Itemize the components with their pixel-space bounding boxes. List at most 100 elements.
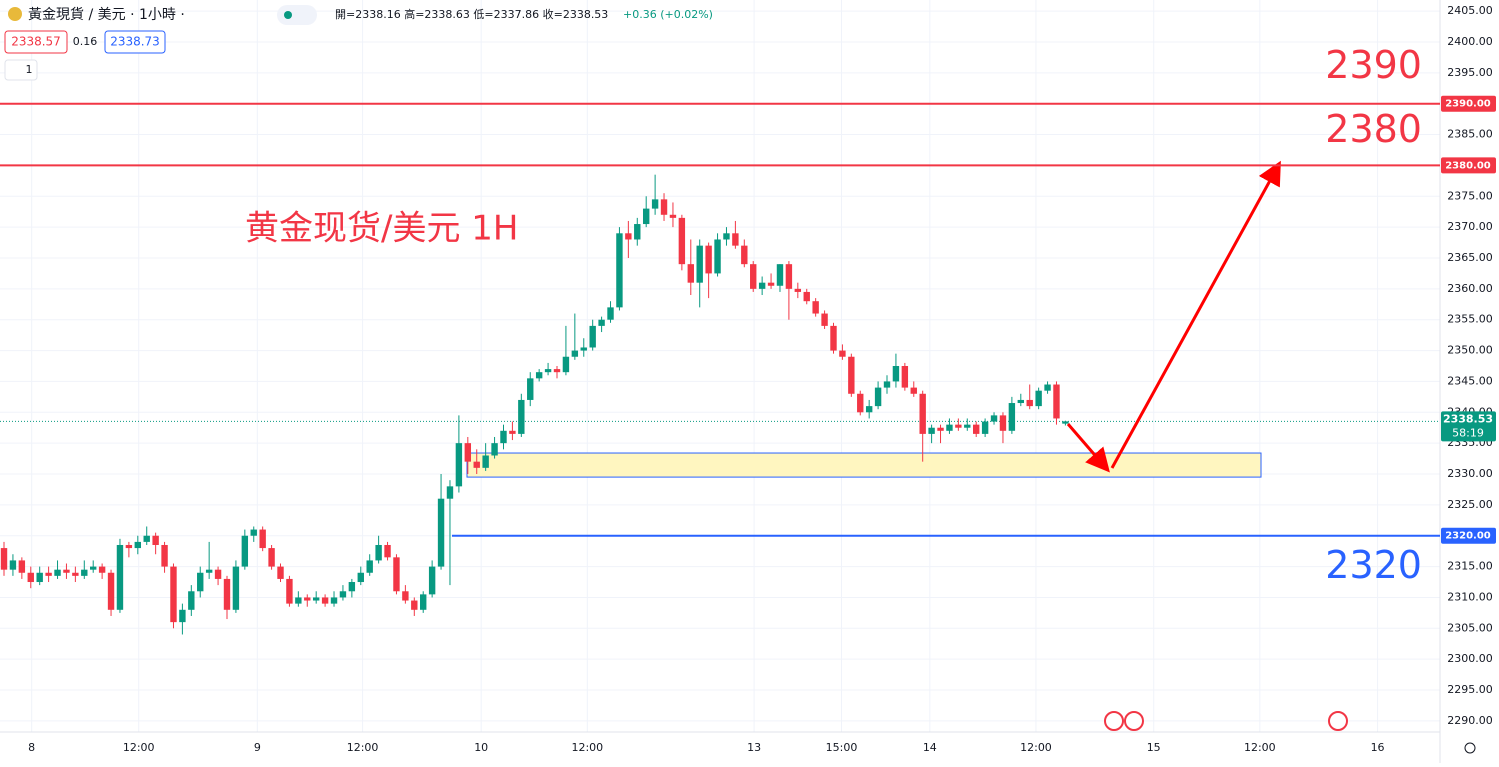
interval: 1 xyxy=(26,63,33,76)
candle-body xyxy=(571,350,579,357)
candle-body xyxy=(402,591,409,601)
x-tick-label: 8 xyxy=(28,741,35,754)
candle-body xyxy=(72,572,79,576)
candle-body xyxy=(919,393,926,434)
candle-body xyxy=(161,544,168,567)
candle-body xyxy=(598,319,605,326)
candle-body xyxy=(803,291,810,302)
candle-body xyxy=(214,569,222,579)
level-label: 2380 xyxy=(1325,107,1422,151)
event-icon[interactable] xyxy=(1124,711,1144,731)
status-dot xyxy=(284,11,292,19)
support-zone xyxy=(466,452,1262,478)
x-tick-label: 16 xyxy=(1371,741,1385,754)
ask-box[interactable] xyxy=(104,30,166,54)
candle-body xyxy=(874,387,882,407)
candle-body xyxy=(1035,390,1042,407)
candle-body xyxy=(268,548,275,567)
y-tick-label: 2350.00 xyxy=(1447,344,1493,357)
candle-body xyxy=(1044,384,1051,391)
level-badge xyxy=(1441,157,1496,174)
candle-body xyxy=(188,591,195,610)
y-tick-label: 2370.00 xyxy=(1447,220,1493,233)
candle-body xyxy=(616,233,623,308)
y-tick-label: 2315.00 xyxy=(1447,560,1493,573)
candle-body xyxy=(562,356,570,373)
candle-body xyxy=(330,597,338,604)
candle-body xyxy=(473,461,480,468)
y-tick-label: 2300.00 xyxy=(1447,652,1493,665)
candle-body xyxy=(758,282,766,289)
interval-box[interactable] xyxy=(4,59,38,81)
candle-body xyxy=(964,424,971,428)
level-axis-label: 2320.00 xyxy=(1445,531,1491,542)
change: +0.36 (+0.02%) xyxy=(623,8,713,21)
y-tick-label: 2310.00 xyxy=(1447,590,1493,603)
candle-body xyxy=(607,307,614,320)
level-axis-label: 2390.00 xyxy=(1445,99,1491,110)
symbol-icon xyxy=(8,7,22,21)
y-tick-label: 2385.00 xyxy=(1447,128,1493,141)
candle-body xyxy=(179,609,186,623)
candle-body xyxy=(535,372,543,379)
candle-body xyxy=(27,572,34,583)
candle-body xyxy=(36,572,43,583)
candle-body xyxy=(197,572,204,592)
candle-body xyxy=(767,282,775,286)
candle-body xyxy=(848,356,855,394)
candle-body xyxy=(464,443,472,462)
x-tick-label: 10 xyxy=(474,741,488,754)
candle-body xyxy=(589,325,596,348)
candle-body xyxy=(509,430,516,434)
candle-body xyxy=(366,560,373,573)
candle-body xyxy=(45,572,52,576)
candle-body xyxy=(116,544,124,610)
ohlc: 開=2338.16 高=2338.63 低=2337.86 收=2338.53 xyxy=(335,7,608,21)
candle-body xyxy=(1017,399,1024,404)
candle-body xyxy=(143,535,150,542)
candle-body xyxy=(696,245,703,283)
x-tick-label: 12:00 xyxy=(1244,741,1276,754)
level-label: 2390 xyxy=(1325,43,1422,87)
candle-body xyxy=(821,313,828,326)
candle-body xyxy=(232,566,240,610)
candle-body xyxy=(973,424,980,434)
candle-body xyxy=(741,245,748,265)
y-tick-label: 2375.00 xyxy=(1447,189,1493,202)
y-tick-label: 2355.00 xyxy=(1447,313,1493,326)
x-tick-label: 12:00 xyxy=(347,741,379,754)
candle-body xyxy=(990,415,998,422)
candle-body xyxy=(785,264,793,289)
settings-icon[interactable] xyxy=(1464,742,1476,754)
candle-body xyxy=(750,264,757,289)
candle-body xyxy=(928,427,935,434)
candle-body xyxy=(0,548,8,570)
candle-body xyxy=(259,529,266,549)
y-tick-label: 2365.00 xyxy=(1447,251,1493,264)
candle-body xyxy=(384,544,391,558)
candle-body xyxy=(857,393,864,413)
status-pill[interactable] xyxy=(277,5,317,25)
bid-box[interactable] xyxy=(4,30,68,54)
candle-body xyxy=(892,366,900,382)
candle-body xyxy=(491,443,498,456)
event-icon[interactable] xyxy=(1104,711,1124,731)
y-tick-label: 2325.00 xyxy=(1447,498,1493,511)
candle-body xyxy=(660,199,668,215)
candle-body xyxy=(723,233,730,240)
spread: 0.16 xyxy=(73,35,98,48)
candle-body xyxy=(1026,399,1033,407)
candle-body xyxy=(981,421,989,434)
level-axis-label: 2380.00 xyxy=(1445,160,1491,171)
candle-body xyxy=(901,366,909,388)
countdown: 58:19 xyxy=(1452,426,1484,439)
y-tick-label: 2305.00 xyxy=(1447,621,1493,634)
x-tick-label: 15 xyxy=(1147,741,1161,754)
candle-body xyxy=(9,560,17,570)
candle-body xyxy=(687,264,694,283)
event-icon[interactable] xyxy=(1328,711,1348,731)
level-badge xyxy=(1441,527,1496,544)
candle-body xyxy=(393,557,400,592)
y-tick-label: 2400.00 xyxy=(1447,35,1493,48)
candle-body xyxy=(812,301,819,314)
